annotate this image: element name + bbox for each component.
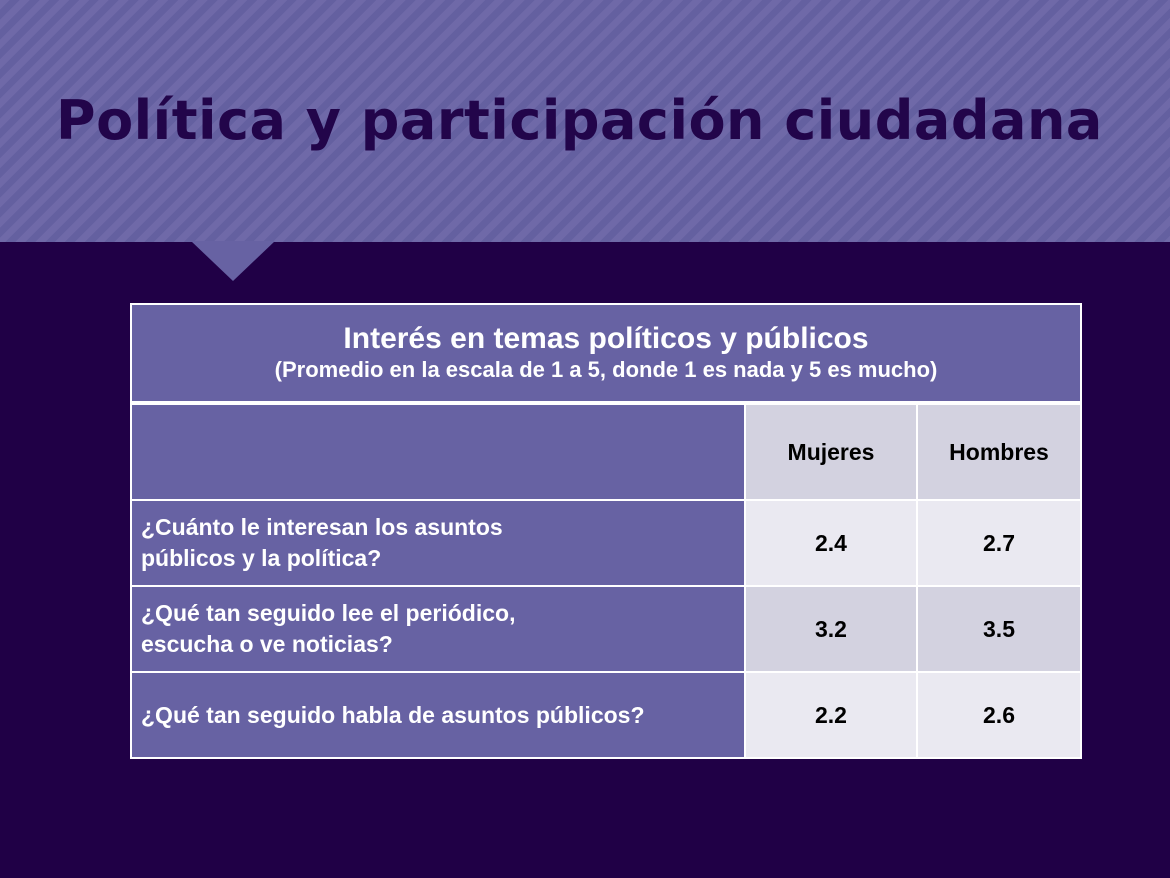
table-row: ¿Qué tan seguido habla de asuntos públic… xyxy=(130,671,1083,759)
value-cell-mujeres: 2.2 xyxy=(744,671,918,759)
header-cell-mujeres: Mujeres xyxy=(744,402,918,501)
header-band xyxy=(0,0,1170,242)
question-line: escucha o ve noticias? xyxy=(141,631,393,657)
data-table: Interés en temas políticos y públicos (P… xyxy=(129,303,1083,759)
value-cell-mujeres: 3.2 xyxy=(744,585,918,673)
table-row: ¿Qué tan seguido lee el periódico, escuc… xyxy=(130,585,1083,673)
question-cell: ¿Qué tan seguido habla de asuntos públic… xyxy=(130,671,746,759)
value-cell-hombres: 2.6 xyxy=(915,671,1083,759)
table-subtitle: (Promedio en la escala de 1 a 5, donde 1… xyxy=(274,357,938,382)
header-cell-hombres: Hombres xyxy=(915,402,1083,501)
header-cell-blank xyxy=(130,402,746,501)
value-cell-hombres: 2.7 xyxy=(915,499,1083,587)
table-row: ¿Cuánto le interesan los asuntos público… xyxy=(130,499,1083,587)
question-line: ¿Qué tan seguido habla de asuntos públic… xyxy=(141,701,645,728)
table-caption: Interés en temas políticos y públicos (P… xyxy=(129,303,1083,405)
question-line: públicos y la política? xyxy=(141,545,382,571)
question-line: ¿Cuánto le interesan los asuntos xyxy=(141,514,503,540)
value-cell-hombres: 3.5 xyxy=(915,585,1083,673)
table-caption-row: Interés en temas políticos y públicos (P… xyxy=(129,303,1083,405)
question-cell: ¿Qué tan seguido lee el periódico, escuc… xyxy=(130,585,746,673)
table-title: Interés en temas políticos y públicos xyxy=(343,322,869,355)
header-pointer xyxy=(191,241,275,281)
table-header-row: Mujeres Hombres xyxy=(130,402,1083,501)
question-line: ¿Qué tan seguido lee el periódico, xyxy=(141,600,516,626)
value-cell-mujeres: 2.4 xyxy=(744,499,918,587)
question-cell: ¿Cuánto le interesan los asuntos público… xyxy=(130,499,746,587)
slide-title: Política y participación ciudadana xyxy=(56,89,1103,152)
